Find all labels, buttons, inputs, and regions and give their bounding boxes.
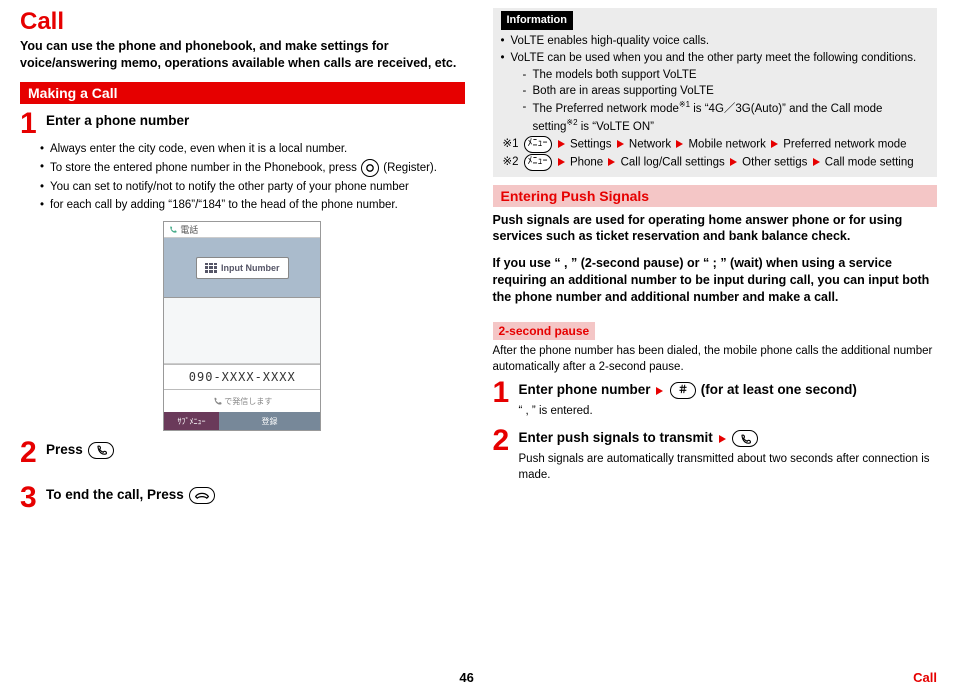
step-3-number: 3 <box>20 484 40 511</box>
mock-register-tab: 登録 <box>219 412 320 430</box>
info-note-1: ※1 ﾒﾆｭｰ Settings Network Mobile network … <box>501 136 930 153</box>
arrow-icon <box>558 158 565 166</box>
page-footer: 46 Call <box>0 670 957 685</box>
info-bullet-volte-conditions: VoLTE can be used when you and the other… <box>501 50 930 134</box>
bullet-city-code: Always enter the city code, even when it… <box>40 141 465 157</box>
mock-input-number-button: Input Number <box>196 257 289 279</box>
step-2: 2 Press <box>20 439 465 466</box>
arrow-icon <box>608 158 615 166</box>
mock-action-row: で発信します <box>164 390 320 412</box>
arrow-icon <box>813 158 820 166</box>
step-1-bullets: Always enter the city code, even when it… <box>40 141 465 213</box>
info-dash-preferred-mode: The Preferred network mode※1 is “4G／3G(A… <box>523 99 930 135</box>
arrow-icon <box>730 158 737 166</box>
page-number: 46 <box>459 670 473 685</box>
information-header: Information <box>501 11 574 30</box>
bullet-store-number: To store the entered phone number in the… <box>40 159 465 177</box>
mock-bottom-row: ｻﾌﾞﾒﾆｭｰ 登録 <box>164 412 320 430</box>
mock-dial-hint: で発信します <box>164 390 320 412</box>
arrow-icon <box>558 140 565 148</box>
push-intro-1: Push signals are used for operating home… <box>493 212 938 246</box>
page-category: Call <box>913 670 937 685</box>
information-box: Information VoLTE enables high-quality v… <box>493 8 938 177</box>
mock-input-area: Input Number <box>164 238 320 298</box>
push-step-2: 2 Enter push signals to transmit Push si… <box>493 427 938 487</box>
menu-key-icon: ﾒﾆｭｰ <box>524 136 552 153</box>
step-1-title: Enter a phone number <box>46 112 189 131</box>
step-1: 1 Enter a phone number <box>20 110 465 137</box>
call-key-icon <box>88 442 114 459</box>
arrow-icon <box>676 140 683 148</box>
bullet-notify: You can set to notify/not to notify the … <box>40 179 465 195</box>
push-step-2-title: Enter push signals to transmit <box>519 429 760 448</box>
step-3: 3 To end the call, Press <box>20 484 465 511</box>
arrow-icon <box>617 140 624 148</box>
arrow-icon <box>656 387 663 395</box>
push-intro-2: If you use “ , ” (2-second pause) or “ ;… <box>493 255 938 306</box>
push-step-1-title: Enter phone number ＃ (for at least one s… <box>519 381 857 400</box>
page-title: Call <box>20 8 465 36</box>
step-2-number: 2 <box>20 439 40 466</box>
left-column: Call You can use the phone and phonebook… <box>0 0 479 691</box>
arrow-icon <box>719 435 726 443</box>
push-step-2-body: Push signals are automatically transmitt… <box>519 451 938 483</box>
intro-paragraph: You can use the phone and phonebook, and… <box>20 38 465 72</box>
info-dash-areas: Both are in areas supporting VoLTE <box>523 83 930 99</box>
mock-status-bar: 電話 <box>164 222 320 238</box>
call-key-icon <box>732 430 758 447</box>
step-2-title: Press <box>46 441 115 460</box>
step-1-number: 1 <box>20 110 40 137</box>
push-step-1: 1 Enter phone number ＃ (for at least one… <box>493 379 938 423</box>
section-heading-push-signals: Entering Push Signals <box>493 185 938 207</box>
mock-submenu-tab: ｻﾌﾞﾒﾆｭｰ <box>164 412 219 430</box>
push-step-2-number: 2 <box>493 427 513 454</box>
end-call-key-icon <box>189 487 215 504</box>
info-bullet-volte-quality: VoLTE enables high-quality voice calls. <box>501 33 930 49</box>
handset-icon <box>212 396 222 406</box>
arrow-icon <box>771 140 778 148</box>
center-key-icon <box>361 159 379 177</box>
right-column: Information VoLTE enables high-quality v… <box>479 0 957 691</box>
info-note-2: ※2 ﾒﾆｭｰ Phone Call log/Call settings Oth… <box>501 154 930 171</box>
info-dash-models: The models both support VoLTE <box>523 67 930 83</box>
pause-tag: 2-second pause <box>493 322 596 340</box>
bullet-186-184: for each call by adding “186”/“184” to t… <box>40 197 465 213</box>
pause-body: After the phone number has been dialed, … <box>493 343 938 375</box>
handset-icon <box>168 225 177 234</box>
step-3-title: To end the call, Press <box>46 486 216 505</box>
phone-mockup: 電話 Input Number 090-XXXX-XXXX で発信します ｻﾌﾞ… <box>163 221 321 431</box>
hash-key-icon: ＃ <box>670 382 696 399</box>
push-step-1-number: 1 <box>493 379 513 406</box>
menu-key-icon: ﾒﾆｭｰ <box>524 154 552 171</box>
mock-blank-area <box>164 298 320 364</box>
dialpad-icon <box>205 263 217 273</box>
mock-entered-number: 090-XXXX-XXXX <box>164 364 320 390</box>
push-step-1-body: “ , ” is entered. <box>519 403 938 419</box>
section-heading-making-a-call: Making a Call <box>20 82 465 104</box>
